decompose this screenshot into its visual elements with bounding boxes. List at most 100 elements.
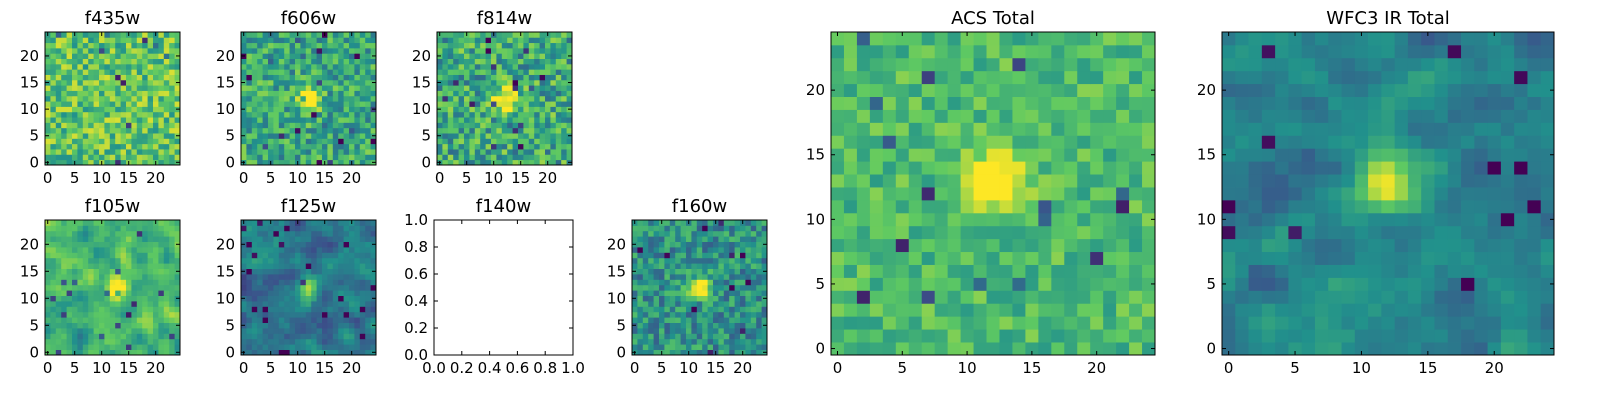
heatmap-cell: [999, 109, 1013, 123]
heatmap-cell: [550, 37, 557, 44]
heatmap-cell: [354, 42, 361, 49]
heatmap-cell: [316, 225, 323, 232]
heatmap-cell: [268, 53, 274, 59]
heatmap-cell: [653, 284, 660, 291]
heatmap-cell: [1248, 316, 1263, 330]
heatmap-cell: [82, 53, 89, 59]
heatmap-cell: [365, 344, 371, 350]
heatmap-cell: [365, 74, 371, 81]
heatmap-cell: [1527, 187, 1542, 201]
heatmap-cell: [442, 32, 449, 38]
heatmap-cell: [1394, 316, 1409, 330]
heatmap-cell: [273, 69, 280, 75]
heatmap-cell: [163, 306, 170, 313]
heatmap-cell: [322, 284, 328, 291]
heatmap-cell: [1012, 96, 1026, 110]
heatmap-cell: [115, 53, 121, 59]
heatmap-cell: [637, 344, 644, 350]
heatmap-cell: [960, 212, 974, 227]
x-tick-label: 5: [266, 359, 276, 377]
heatmap-cell: [642, 263, 649, 269]
heatmap-cell: [534, 47, 540, 54]
heatmap-cell: [338, 32, 344, 38]
heatmap-cell: [88, 63, 94, 70]
heatmap-cell: [1514, 199, 1528, 214]
heatmap-cell: [485, 101, 492, 107]
heatmap-cell: [72, 133, 78, 139]
heatmap-cell: [507, 42, 513, 49]
heatmap-cell: [61, 328, 67, 334]
heatmap-cell: [1116, 238, 1130, 253]
heatmap-cell: [507, 106, 513, 113]
heatmap-cell: [120, 252, 127, 259]
heatmap-cell: [88, 127, 94, 134]
heatmap-cell: [370, 143, 377, 150]
heatmap-cell: [300, 69, 307, 75]
heatmap-cell: [713, 247, 719, 253]
heatmap-cell: [453, 149, 459, 155]
heatmap-cell: [659, 284, 665, 291]
heatmap-cell: [142, 138, 148, 145]
heatmap-cell: [1500, 187, 1515, 201]
heatmap-cell: [251, 122, 258, 129]
heatmap-cell: [458, 154, 465, 161]
heatmap-cell: [169, 122, 175, 129]
heatmap-cell: [289, 268, 296, 275]
heatmap-cell: [550, 69, 557, 75]
heatmap-cell: [523, 32, 530, 38]
heatmap-cell: [453, 63, 459, 70]
heatmap-cell: [566, 154, 573, 161]
heatmap-cell: [311, 236, 317, 242]
heatmap-cell: [718, 333, 725, 340]
heatmap-cell: [61, 42, 67, 49]
heatmap-cell: [934, 199, 949, 214]
heatmap-cell: [882, 225, 897, 240]
heatmap-cell: [88, 133, 94, 139]
heatmap-cell: [153, 95, 159, 102]
heatmap-cell: [153, 257, 159, 264]
heatmap-cell: [104, 111, 111, 118]
heatmap-cell: [1116, 57, 1130, 72]
heatmap-cell: [327, 133, 334, 139]
heatmap-cell: [246, 220, 253, 226]
heatmap-cell: [359, 111, 366, 118]
heatmap-cell: [278, 225, 285, 232]
heatmap-cell: [126, 37, 132, 44]
heatmap-cell: [104, 37, 111, 44]
heatmap-cell: [947, 277, 961, 291]
heatmap-cell: [120, 101, 127, 107]
heatmap-cell: [262, 295, 269, 302]
heatmap-cell: [147, 47, 154, 54]
heatmap-cell: [1248, 161, 1263, 175]
heatmap-cell: [142, 85, 148, 91]
heatmap-cell: [659, 252, 665, 259]
axes-frame: [830, 31, 1156, 356]
heatmap-cell: [332, 333, 339, 340]
heatmap-cell: [50, 47, 57, 54]
heatmap-cell: [300, 154, 307, 161]
heatmap-cell: [273, 333, 280, 340]
heatmap-cell: [158, 311, 165, 318]
heatmap-cell: [1142, 316, 1156, 330]
heatmap-cell: [262, 220, 269, 226]
heatmap-cell: [147, 257, 154, 264]
heatmap-cell: [831, 70, 845, 85]
heatmap-cell: [960, 83, 974, 97]
x-tick-label: 10: [679, 359, 698, 377]
heatmap-cell: [947, 44, 961, 59]
heatmap-cell: [1381, 187, 1396, 201]
heatmap-cell: [523, 58, 530, 65]
heatmap-cell: [343, 295, 350, 302]
heatmap-cell: [131, 74, 138, 81]
heatmap-cell: [142, 63, 148, 70]
heatmap-cell: [246, 333, 253, 340]
heatmap-cell: [518, 106, 524, 113]
heatmap-cell: [126, 42, 132, 49]
heatmap-cell: [437, 63, 443, 70]
heatmap-cell: [718, 274, 725, 280]
heatmap-cell: [158, 257, 165, 264]
heatmap-cell: [1514, 264, 1528, 278]
heatmap-cell: [327, 247, 334, 253]
y-tick-label: 0: [29, 153, 39, 171]
